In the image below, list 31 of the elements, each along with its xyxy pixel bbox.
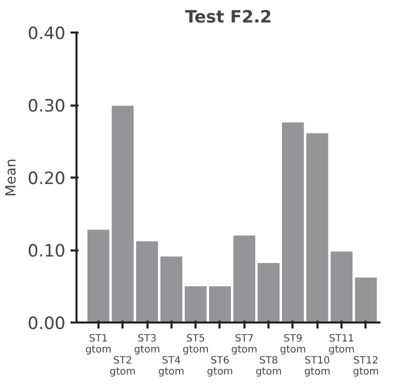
bar	[306, 133, 328, 322]
x-tick-label: ST10 gtom	[304, 356, 330, 378]
x-tick-label: ST6 gtom	[206, 356, 234, 378]
y-tick-label: 0.00	[28, 314, 66, 334]
bar	[112, 106, 134, 322]
bar	[233, 236, 256, 322]
bar	[258, 263, 280, 322]
y-tick-label: 0.10	[28, 242, 66, 262]
y-tick-label: 0.30	[28, 96, 66, 116]
y-axis-title: Mean	[4, 158, 20, 197]
x-tick-label: ST5 gtom	[182, 334, 209, 356]
bar	[330, 251, 353, 322]
bar	[87, 230, 110, 322]
x-tick-label: ST3 gtom	[134, 334, 160, 356]
x-tick-label: ST11 gtom	[328, 334, 355, 356]
y-tick-label: 0.40	[28, 24, 66, 44]
x-tick-label: ST4 gtom	[158, 356, 184, 378]
x-tick-label: ST2 gtom	[110, 356, 136, 378]
bar	[160, 256, 182, 322]
bar	[209, 286, 231, 322]
x-tick-label: ST9 gtom	[280, 334, 306, 356]
x-tick-label: ST7 gtom	[231, 334, 258, 356]
y-tick-label: 0.20	[28, 169, 66, 189]
x-tick-label: ST1 gtom	[85, 334, 112, 356]
bar	[136, 241, 158, 322]
bar	[282, 122, 304, 322]
x-tick-label: ST8 gtom	[256, 356, 282, 378]
chart-title: Test F2.2	[185, 8, 272, 28]
x-tick-label: ST12 gtom	[352, 356, 379, 378]
bar	[354, 278, 377, 322]
bar	[184, 286, 207, 322]
